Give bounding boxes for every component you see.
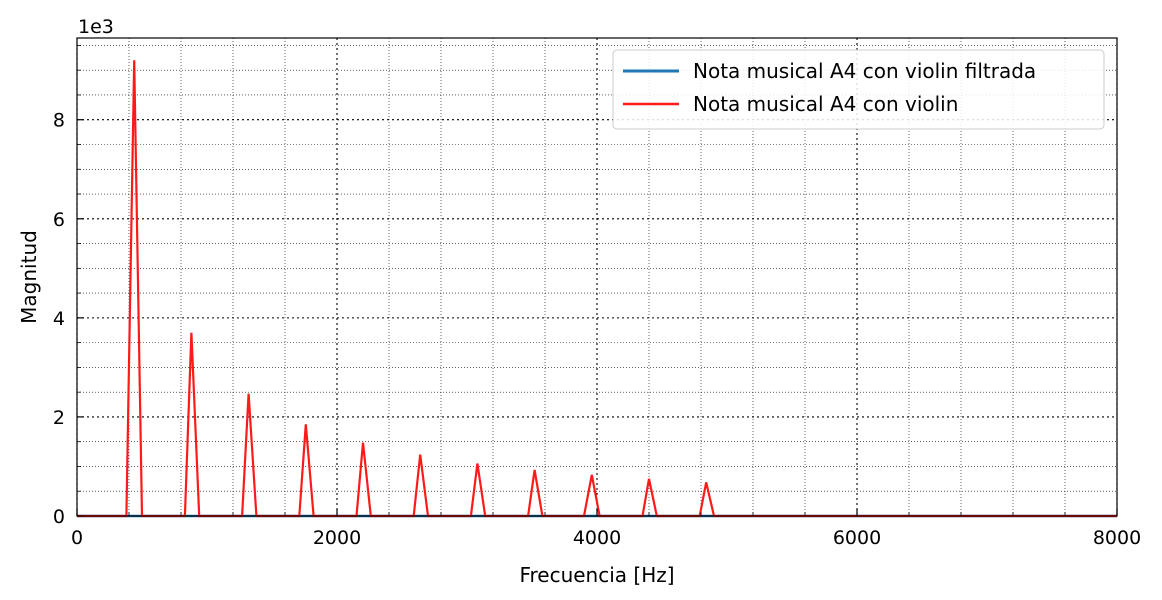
x-axis-label: Frecuencia [Hz] <box>519 563 674 587</box>
series-line-1 <box>77 60 1117 518</box>
x-tick-label: 8000 <box>1093 527 1141 549</box>
y-tick-label: 6 <box>53 209 65 231</box>
legend-label-original: Nota musical A4 con violin <box>693 92 958 116</box>
y-tick-label: 0 <box>53 506 65 528</box>
y-offset-text: 1e3 <box>78 16 114 38</box>
x-tick-label: 0 <box>71 527 83 549</box>
legend: Nota musical A4 con violin filtrada Nota… <box>612 49 1105 130</box>
y-tick-label: 8 <box>53 110 65 132</box>
x-tick-label: 4000 <box>573 527 621 549</box>
y-axis-label: Magnitud <box>17 230 41 324</box>
y-tick-label: 4 <box>53 308 65 330</box>
x-tick-label: 2000 <box>313 527 361 549</box>
legend-box <box>612 49 1105 130</box>
y-tick-label: 2 <box>53 407 65 429</box>
x-tick-label: 6000 <box>833 527 881 549</box>
ticks-layer: 0 2000 4000 6000 8000 0 2 4 6 8 <box>53 45 1141 549</box>
legend-label-filtered: Nota musical A4 con violin filtrada <box>693 59 1036 83</box>
